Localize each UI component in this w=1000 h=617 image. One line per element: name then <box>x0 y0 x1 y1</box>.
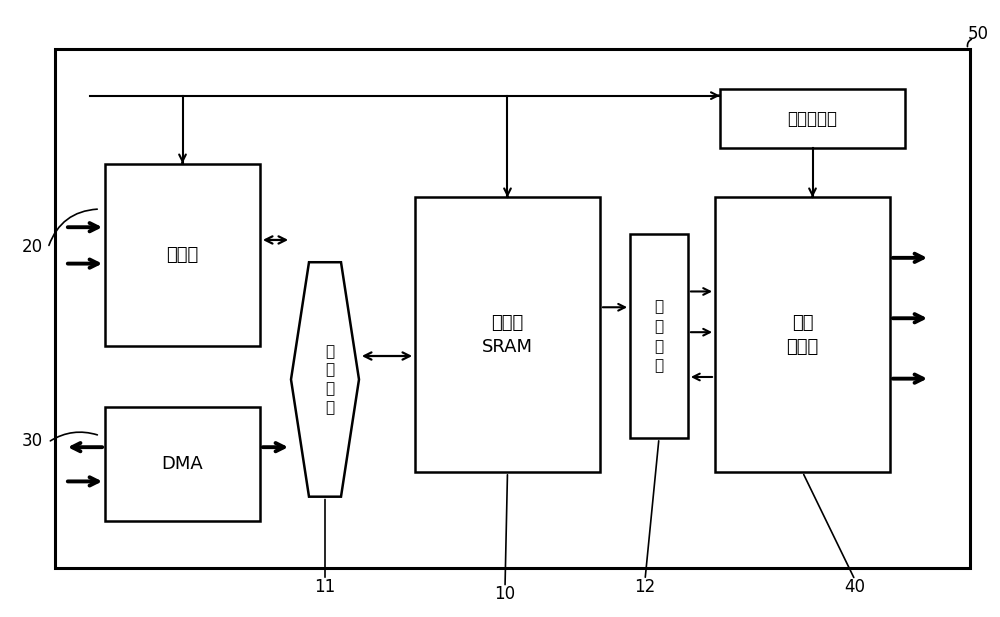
Text: 调色板
SRAM: 调色板 SRAM <box>482 314 533 355</box>
Text: 寄存器: 寄存器 <box>166 246 199 263</box>
Text: 11: 11 <box>314 578 336 597</box>
Text: 40: 40 <box>844 578 866 597</box>
Bar <box>105 407 260 521</box>
Bar <box>55 49 970 568</box>
Bar <box>720 89 905 148</box>
Text: DMA: DMA <box>162 455 203 473</box>
Text: 像素
解包器: 像素 解包器 <box>786 314 819 355</box>
Text: 第
二
接
口: 第 二 接 口 <box>654 299 664 373</box>
Bar <box>715 197 890 472</box>
Text: 12: 12 <box>634 578 656 597</box>
Polygon shape <box>291 262 359 497</box>
Text: 20: 20 <box>21 238 43 256</box>
Text: 30: 30 <box>21 432 43 450</box>
Bar <box>630 234 688 438</box>
Text: 时钟分频器: 时钟分频器 <box>788 110 838 128</box>
Bar <box>415 197 600 472</box>
Bar <box>105 164 260 346</box>
Text: 50: 50 <box>968 25 988 43</box>
Text: 第
一
接
口: 第 一 接 口 <box>325 344 335 415</box>
Text: 10: 10 <box>494 584 516 603</box>
